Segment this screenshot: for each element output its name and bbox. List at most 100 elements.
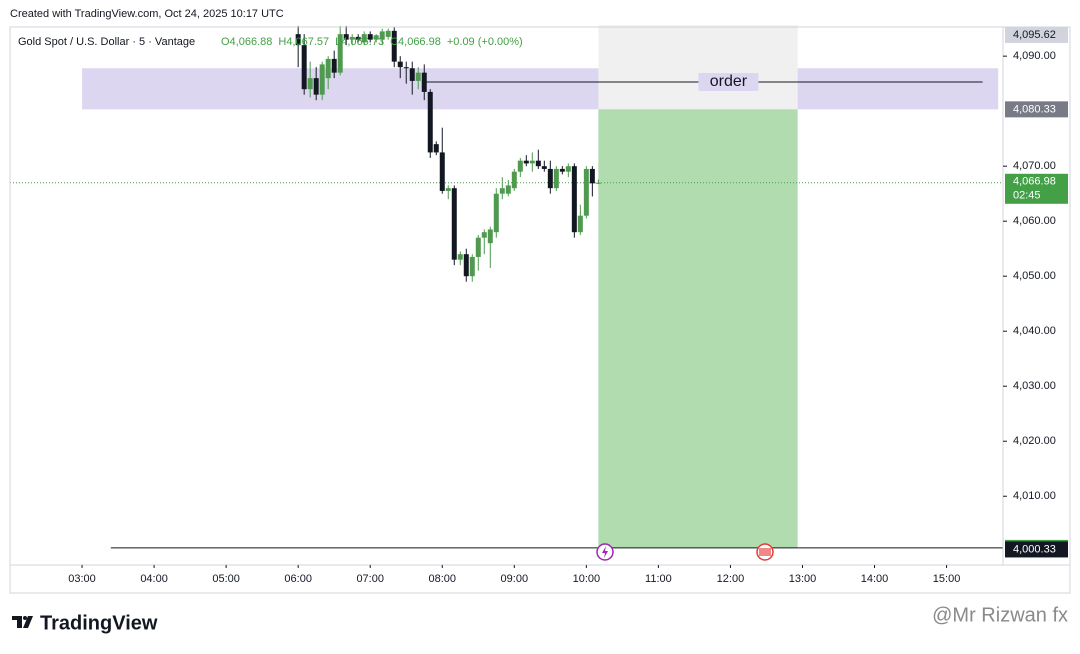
x-tick-label: 10:00 <box>573 573 601 585</box>
candle-body <box>553 168 559 189</box>
candle-body <box>319 64 325 95</box>
candle-body <box>505 185 511 194</box>
x-tick-label: 04:00 <box>140 573 168 585</box>
candle-body <box>445 188 451 191</box>
logo-icon <box>12 616 33 628</box>
x-tick-label: 14:00 <box>861 573 889 585</box>
candle-body <box>559 168 565 172</box>
price-label: 4,080.33 <box>1013 103 1056 115</box>
candle-body <box>457 254 463 260</box>
candle-body <box>481 232 487 238</box>
plot: order Gold Spot / U.S. Dollar · 5 · Vanta… <box>10 25 1070 592</box>
current-price-bg <box>1005 173 1068 204</box>
legend-value: H4,067.57 <box>278 36 329 48</box>
candle-body <box>415 72 421 81</box>
candle-body <box>487 229 493 244</box>
candle-body <box>433 144 439 153</box>
candle-body <box>499 188 505 194</box>
candle-body <box>571 166 577 233</box>
y-tick-label: 4,020.00 <box>1013 435 1056 447</box>
candle-body <box>583 168 589 216</box>
candle-body <box>343 34 349 40</box>
price-label: 4,095.62 <box>1013 29 1056 41</box>
candle-body <box>529 160 535 164</box>
legend-title: Gold Spot / U.S. Dollar · 5 · Vantage <box>18 36 195 48</box>
x-tick-label: 15:00 <box>933 573 961 585</box>
time-axis-bg <box>11 565 1070 592</box>
candle-body <box>547 168 553 189</box>
legend-value: +0.09 (+0.00%) <box>447 36 523 48</box>
current-price-label: 4,066.98 <box>1013 176 1056 188</box>
zone <box>82 68 999 110</box>
legend-value: O4,066.88 <box>221 36 272 48</box>
candle-body <box>361 34 367 43</box>
y-tick-label: 4,070.00 <box>1013 160 1056 172</box>
candle-body <box>301 45 307 90</box>
candle-body <box>325 58 331 79</box>
candle-body <box>373 35 379 40</box>
candle-body <box>439 152 445 191</box>
candle-body <box>493 193 499 233</box>
candle-body <box>397 61 403 68</box>
watermark: @Mr Rizwan fx <box>932 604 1068 626</box>
frame <box>9 26 1071 594</box>
price-label-bg <box>1005 27 1068 43</box>
x-tick-label: 06:00 <box>284 573 312 585</box>
candle-body <box>403 67 409 69</box>
candle-body <box>385 30 391 37</box>
x-tick-label: 12:00 <box>717 573 745 585</box>
header: Created with TradingView.com, Oct 24, 20… <box>10 8 284 20</box>
candle-body <box>475 237 481 257</box>
candle-body <box>307 78 313 90</box>
candle-body <box>535 160 541 167</box>
candle-body <box>541 166 547 169</box>
position-stop <box>598 25 798 110</box>
x-tick-label: 07:00 <box>356 573 384 585</box>
x-tick-label: 09:00 <box>501 573 529 585</box>
candle-body <box>565 166 571 172</box>
candle-body <box>589 168 595 184</box>
candle-body <box>409 68 415 81</box>
event-icon-bolt <box>602 546 608 558</box>
candle-body <box>391 30 397 62</box>
order-label: order <box>710 73 748 90</box>
candle-body <box>367 34 373 40</box>
candle-body <box>511 171 517 189</box>
candle-body <box>451 188 457 260</box>
candle-body <box>295 34 301 46</box>
candle-body <box>523 160 529 164</box>
candle-body <box>577 215 583 233</box>
x-tick-label: 08:00 <box>428 573 456 585</box>
legend-value: L4,066.73 <box>335 36 384 48</box>
price-label-bg <box>1005 541 1068 558</box>
candle-body <box>463 254 469 277</box>
x-tick-label: 11:00 <box>645 573 672 585</box>
order-label-bg <box>698 73 759 92</box>
candle-body <box>355 36 361 40</box>
countdown: 02:45 <box>1013 190 1041 202</box>
candle-body <box>379 31 385 40</box>
y-tick-label: 4,050.00 <box>1013 270 1056 282</box>
event-icon-flag-bars <box>759 548 771 556</box>
candle-body <box>349 36 355 40</box>
price-label-bg <box>1005 101 1068 118</box>
x-tick-label: 13:00 <box>789 573 817 585</box>
y-tick-label: 4,040.00 <box>1013 325 1056 337</box>
y-tick-label: 4,030.00 <box>1013 380 1056 392</box>
x-tick-label: 05:00 <box>212 573 240 585</box>
y-tick-label: 4,060.00 <box>1013 215 1056 227</box>
candle-body <box>517 160 523 172</box>
candle-body <box>421 72 427 92</box>
y-tick-label: 4,010.00 <box>1013 490 1056 502</box>
candle-body <box>313 78 319 95</box>
price-label: 4,000.33 <box>1013 543 1056 555</box>
y-tick-label: 4,090.00 <box>1013 50 1056 62</box>
candle-body <box>427 91 433 153</box>
legend-value: C4,066.98 <box>390 36 441 48</box>
candle-body <box>595 182 601 184</box>
candle-body <box>337 34 343 73</box>
position-target <box>598 109 798 548</box>
logo-text: TradingView <box>40 612 158 634</box>
candle-body <box>469 256 475 277</box>
